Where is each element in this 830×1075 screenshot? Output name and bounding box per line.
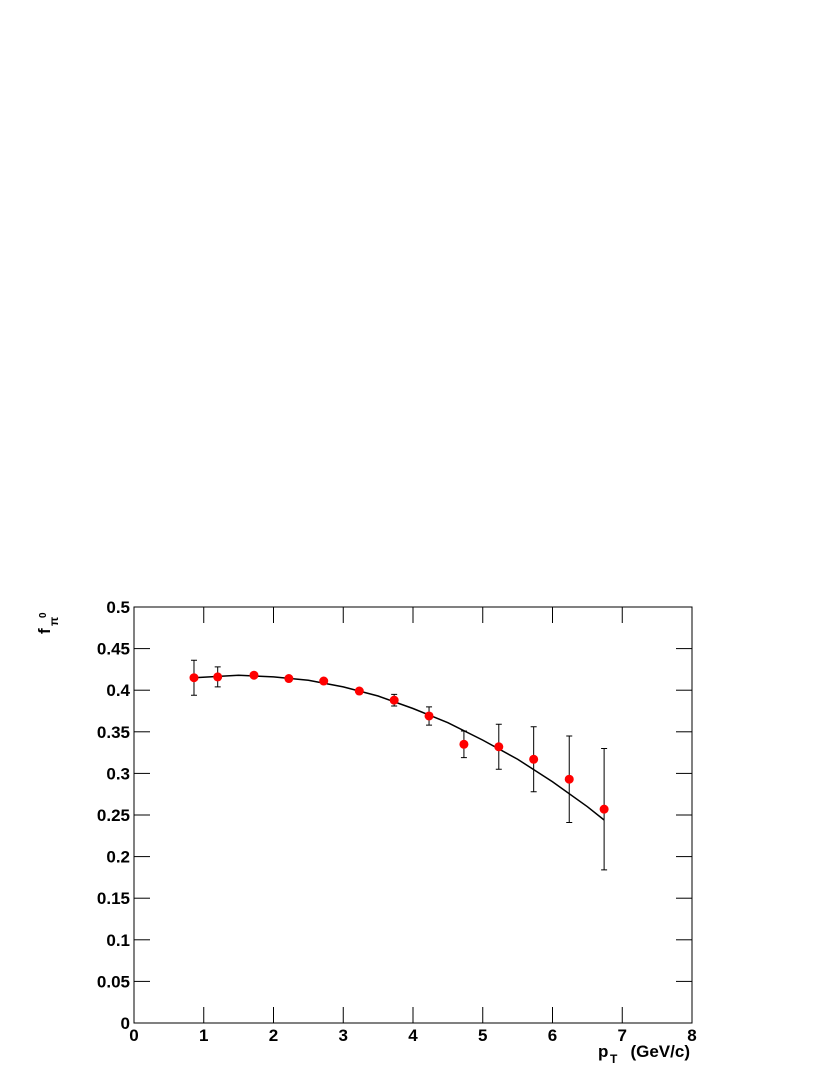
data-point bbox=[319, 676, 329, 686]
y-label-sup: 0 bbox=[38, 612, 49, 618]
data-point bbox=[564, 774, 574, 784]
y-tick-label: 0.45 bbox=[97, 640, 130, 659]
x-label-unit: (GeV/c) bbox=[630, 1042, 690, 1061]
x-tick-label: 0 bbox=[129, 1026, 138, 1045]
fit-curve bbox=[193, 674, 605, 821]
y-tick-label: 0.35 bbox=[97, 723, 130, 742]
y-tick-label: 0.15 bbox=[97, 889, 130, 908]
data-point bbox=[424, 711, 434, 721]
y-tick-label: 0.5 bbox=[106, 598, 130, 617]
y-label-sub: π bbox=[47, 617, 61, 626]
x-tick-label: 8 bbox=[687, 1026, 696, 1045]
y-tick-label: 0 bbox=[121, 1014, 130, 1033]
x-tick-label: 5 bbox=[478, 1026, 487, 1045]
x-tick-label: 3 bbox=[339, 1026, 348, 1045]
y-tick-label: 0.1 bbox=[106, 931, 130, 950]
y-tick-label: 0.25 bbox=[97, 806, 130, 825]
data-point bbox=[459, 739, 469, 749]
x-tick-label: 6 bbox=[548, 1026, 557, 1045]
x-tick-label: 2 bbox=[269, 1026, 278, 1045]
y-tick-label: 0.2 bbox=[106, 848, 130, 867]
y-label-main: f bbox=[35, 628, 54, 634]
data-point bbox=[249, 670, 259, 680]
x-tick-label: 1 bbox=[199, 1026, 208, 1045]
data-point bbox=[599, 804, 609, 814]
data-point bbox=[389, 695, 399, 705]
x-tick-label: 7 bbox=[618, 1026, 627, 1045]
data-point bbox=[213, 672, 223, 682]
y-tick-label: 0.05 bbox=[97, 972, 130, 991]
y-tick-label: 0.3 bbox=[106, 764, 130, 783]
data-point bbox=[284, 674, 294, 684]
data-point bbox=[354, 686, 364, 696]
x-axis-label: p T (GeV/c) bbox=[598, 1042, 690, 1066]
data-point bbox=[189, 673, 199, 683]
y-tick-label: 0.4 bbox=[106, 681, 130, 700]
y-axis-label: f π 0 bbox=[35, 612, 61, 634]
data-point bbox=[529, 754, 539, 764]
data-point bbox=[494, 742, 504, 752]
x-label-sub: T bbox=[610, 1052, 618, 1066]
x-label-main: p bbox=[598, 1042, 608, 1061]
x-tick-label: 4 bbox=[408, 1026, 418, 1045]
